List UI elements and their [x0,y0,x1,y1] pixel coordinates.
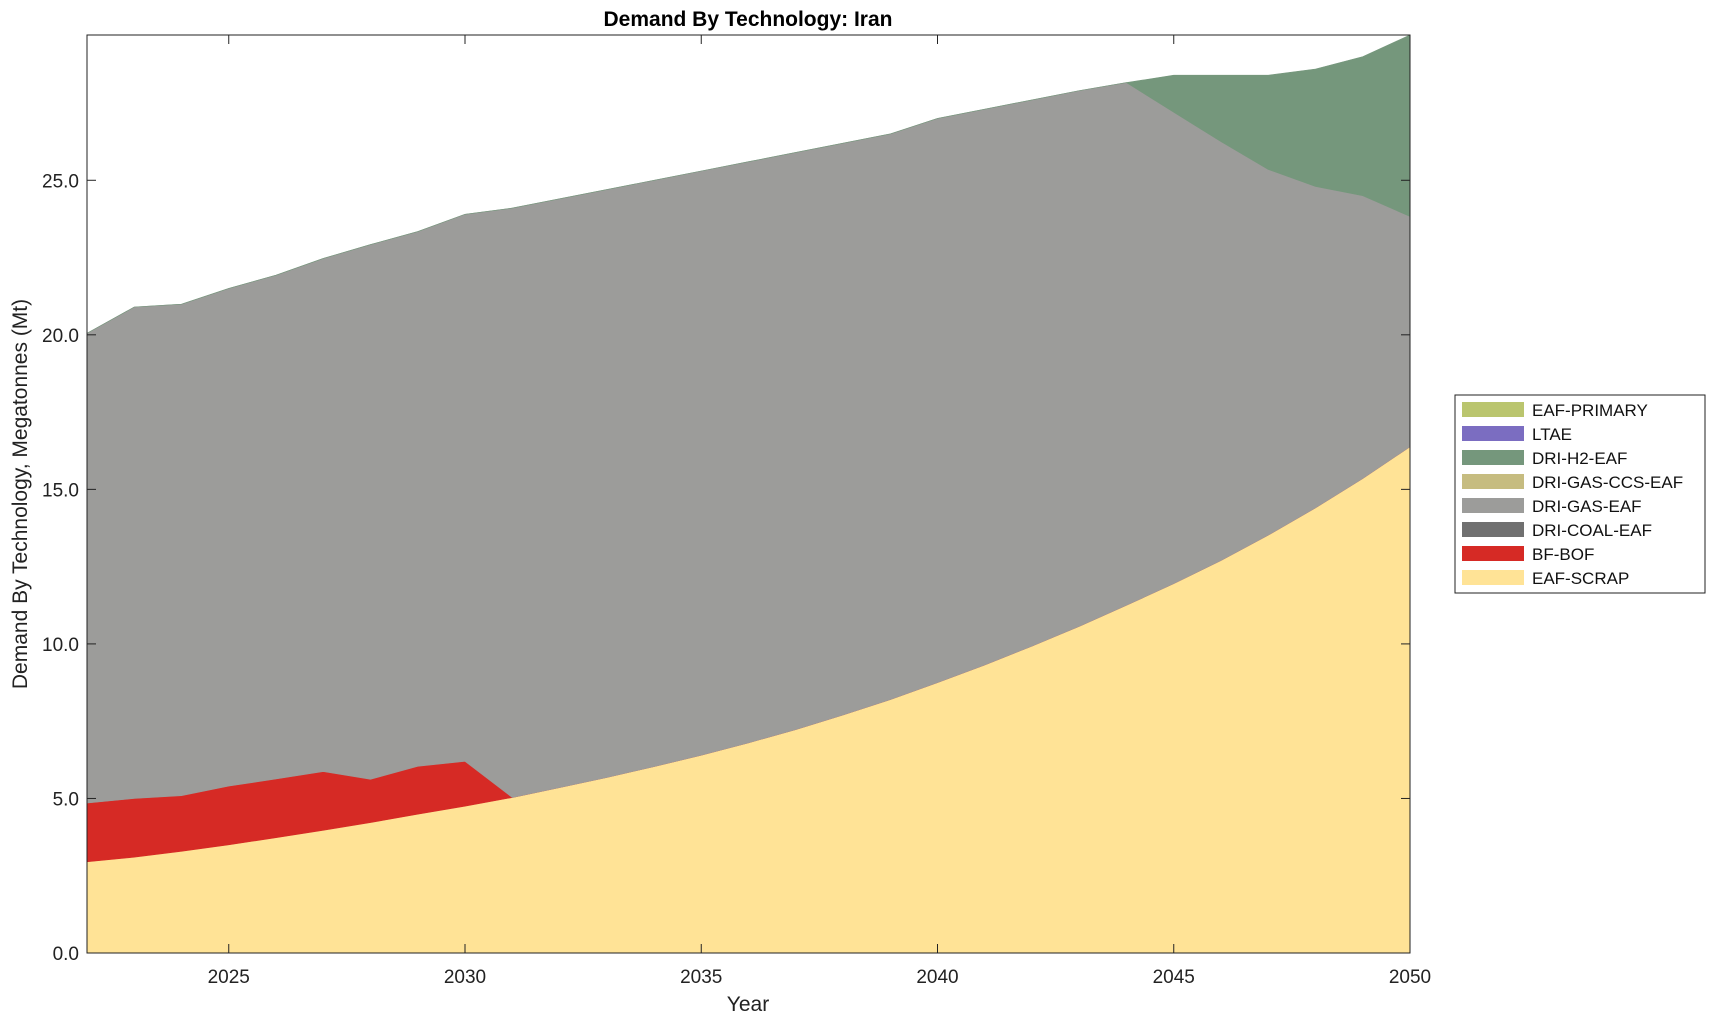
y-tick-label: 5.0 [53,789,79,810]
x-axis: 2025 2030 2035 2040 2045 2050 [208,35,1431,988]
x-tick-label: 2030 [444,967,486,988]
plot-frame [86,34,1411,954]
legend-swatch-dri-coal-eaf [1462,522,1524,537]
y-axis-label: Demand By Technology, Megatonnes (Mt) [9,299,32,689]
legend-swatch-dri-h2-eaf [1462,450,1524,465]
legend-label-eaf-scrap: EAF-SCRAP [1532,569,1629,588]
y-tick-label: 20.0 [42,326,79,347]
legend-label-bf-bof: BF-BOF [1532,545,1594,564]
chart-title: Demand By Technology: Iran [604,8,893,31]
legend-label-eaf-primary: EAF-PRIMARY [1532,401,1648,420]
legend-label-dri-gas-ccs-eaf: DRI-GAS-CCS-EAF [1532,473,1683,492]
legend-swatch-eaf-primary [1462,402,1524,417]
legend-label-dri-coal-eaf: DRI-COAL-EAF [1532,521,1652,540]
legend-swatch-bf-bof [1462,546,1524,561]
legend-label-dri-gas-eaf: DRI-GAS-EAF [1532,497,1642,516]
y-axis: 0.0 5.0 10.0 15.0 20.0 25.0 [42,171,1410,965]
y-tick-label: 10.0 [42,635,79,656]
legend-label-dri-h2-eaf: DRI-H2-EAF [1532,449,1627,468]
legend-swatch-dri-gas-ccs-eaf [1462,474,1524,489]
legend: EAF-PRIMARY LTAE DRI-H2-EAF DRI-GAS-CCS-EAF… [1454,394,1706,594]
area-layer [86,34,1411,954]
x-tick-label: 2035 [680,967,722,988]
y-tick-label: 25.0 [42,171,79,192]
x-axis-label: Year [727,993,769,1016]
x-tick-label: 2050 [1389,967,1431,988]
legend-swatch-eaf-scrap [1462,570,1524,585]
legend-label-ltae: LTAE [1532,425,1572,444]
x-tick-label: 2040 [916,967,958,988]
legend-swatch-dri-gas-eaf [1462,498,1524,513]
legend-swatch-ltae [1462,426,1524,441]
x-tick-label: 2045 [1153,967,1195,988]
x-tick-label: 2025 [208,967,250,988]
y-tick-label: 15.0 [42,480,79,501]
y-tick-label: 0.0 [53,944,79,965]
